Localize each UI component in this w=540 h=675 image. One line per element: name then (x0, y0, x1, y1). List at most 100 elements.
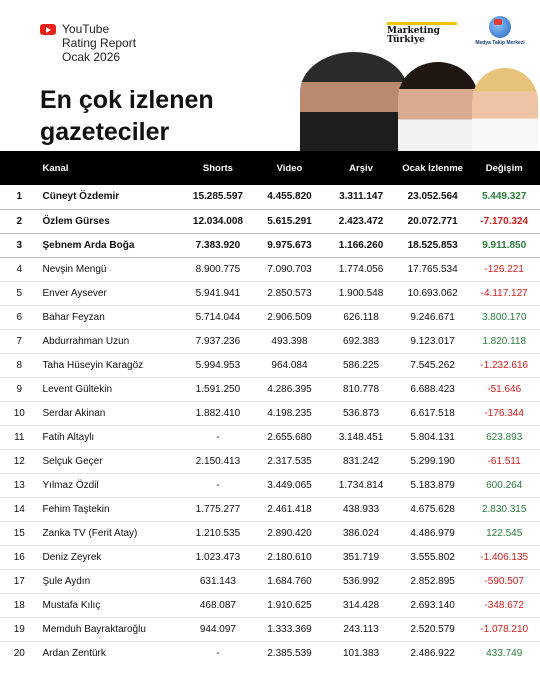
rank-cell: 17 (13, 575, 25, 587)
shorts-cell: 12.034.008 (192, 215, 243, 227)
ranking-table: Kanal Shorts Video Arşiv Ocak İzlenme De… (0, 151, 540, 665)
shorts-cell: - (216, 647, 220, 659)
report-heading: YouTube Rating Report Ocak 2026 (62, 22, 136, 64)
rank-cell: 2 (16, 215, 23, 227)
shorts-cell: 1.882.410 (195, 407, 241, 419)
shorts-cell: 1.023.473 (195, 551, 241, 563)
table-row: 7 Abdurrahman Uzun 7.937.236 493.398 692.383… (0, 329, 540, 353)
kanal-cell: Taha Hüseyin Karagöz (42, 359, 144, 371)
rank-cell: 1 (16, 191, 23, 203)
arsiv-cell: 3.311.147 (339, 191, 384, 203)
report-label: Rating Report (62, 36, 137, 50)
logo-accent-bar (387, 22, 457, 25)
degisim-cell: 9.911.850 (482, 239, 527, 251)
video-cell: 1.910.625 (267, 599, 312, 611)
table-row: 6 Bahar Feyzan 5.714.044 2.906.509 626.118 9.… (0, 305, 540, 329)
degisim-cell: -1.078.210 (480, 623, 529, 635)
kanal-cell: Serdar Akinan (42, 407, 106, 419)
shorts-cell: 1.210.535 (195, 527, 241, 539)
kanal-cell: Abdurrahman Uzun (42, 335, 130, 347)
rank-cell: 7 (16, 335, 23, 347)
arsiv-cell: 1.166.260 (338, 239, 384, 251)
mtm-wordmark: Medya Takip Merkezi (475, 40, 525, 46)
degisim-cell: 5.449.327 (481, 191, 527, 203)
degisim-cell: -590.507 (484, 575, 524, 587)
arsiv-cell: 692.383 (342, 335, 380, 347)
table-row: 19 Memduh Bayraktaroğlu 944.097 1.333.369 24… (0, 617, 540, 641)
rank-cell: 6 (16, 311, 23, 323)
rank-cell: 15 (13, 527, 25, 539)
table-row: 5 Enver Aysever 5.941.941 2.850.573 1.900.54… (0, 281, 540, 305)
rank-cell: 18 (13, 599, 25, 611)
ocak-izlenme-cell: 9.123.017 (410, 335, 455, 347)
kanal-cell: Fehim Taştekin (42, 503, 110, 515)
degisim-cell: 600.264 (486, 479, 523, 491)
ocak-izlenme-cell: 2.852.895 (410, 575, 455, 587)
arsiv-cell: 351.719 (342, 551, 380, 563)
kanal-cell: Yılmaz Özdil (42, 479, 99, 491)
arsiv-cell: 810.778 (342, 383, 380, 395)
arsiv-cell: 2.423.472 (338, 215, 384, 227)
arsiv-cell: 101.383 (342, 647, 380, 659)
column-header-arsiv: Arşiv (349, 162, 373, 174)
video-cell: 5.615.291 (267, 215, 312, 227)
video-cell: 493.398 (271, 335, 308, 347)
kanal-cell: Zanka TV (Ferit Atay) (42, 527, 138, 539)
shorts-cell: 1.591.250 (195, 383, 241, 395)
column-header-ocak-izlenme: Ocak İzlenme (402, 162, 463, 174)
marketing-turkiye-wordmark: Marketing Türkiye (387, 27, 457, 45)
degisim-cell: 2.830.315 (481, 503, 527, 515)
rank-cell: 20 (13, 647, 25, 659)
shorts-cell: 7.383.920 (195, 239, 241, 251)
page-title: En çok izlenen gazeteciler (40, 84, 214, 148)
arsiv-cell: 1.774.056 (338, 263, 384, 275)
table-row: 14 Fehim Taştekin 1.775.277 2.461.418 438.93… (0, 497, 540, 521)
rank-cell: 5 (16, 287, 23, 299)
shorts-cell: - (216, 431, 220, 443)
table-row: 10 Serdar Akinan 1.882.410 4.198.235 536.873… (0, 401, 540, 425)
table-row: 8 Taha Hüseyin Karagöz 5.994.953 964.084 586… (0, 353, 540, 377)
shorts-cell: 5.994.953 (195, 359, 241, 371)
ocak-izlenme-cell: 6.617.518 (410, 407, 455, 419)
table-header-row: Kanal Shorts Video Arşiv Ocak İzlenme De… (0, 151, 540, 185)
journalist-photo-3 (472, 68, 538, 152)
arsiv-cell: 831.242 (342, 455, 380, 467)
kanal-cell: Memduh Bayraktaroğlu (42, 623, 146, 635)
arsiv-cell: 626.118 (343, 311, 379, 323)
table-row: 3 Şebnem Arda Boğa 7.383.920 9.975.673 1.166… (0, 233, 540, 257)
table-row: 18 Mustafa Kılıç 468.087 1.910.625 314.428 2.… (0, 593, 540, 617)
ocak-izlenme-cell: 23.052.564 (407, 191, 458, 203)
logo-line-2: Türkiye (387, 35, 425, 45)
kanal-cell: Deniz Zeyrek (42, 551, 102, 563)
journalist-photo-2 (398, 62, 478, 152)
table-row: 15 Zanka TV (Ferit Atay) 1.210.535 2.890.42… (0, 521, 540, 545)
video-cell: 1.684.760 (267, 575, 312, 587)
column-header-video: Video (276, 162, 303, 174)
globe-icon (489, 16, 511, 38)
ocak-izlenme-cell: 2.486.922 (410, 647, 455, 659)
arsiv-cell: 1.900.548 (338, 287, 384, 299)
degisim-cell: 122.545 (486, 527, 523, 539)
table-row: 12 Selçuk Geçer 2.150.413 2.317.535 831.242 5… (0, 449, 540, 473)
rank-cell: 9 (16, 383, 23, 395)
video-cell: 2.385.539 (267, 647, 312, 659)
rank-cell: 10 (13, 407, 25, 419)
kanal-cell: Şule Aydın (42, 575, 91, 587)
ocak-izlenme-cell: 10.693.062 (407, 287, 458, 299)
degisim-cell: -1.406.135 (480, 551, 529, 563)
table-row: 20 Ardan Zentürk - 2.385.539 101.383 2.486.92… (0, 641, 540, 665)
video-cell: 2.655.680 (267, 431, 312, 443)
degisim-cell: -1.232.616 (480, 359, 529, 371)
degisim-cell: 3.800.170 (481, 311, 527, 323)
column-header-shorts: Shorts (202, 162, 233, 174)
degisim-cell: -7.170.324 (480, 215, 529, 227)
video-cell: 2.317.535 (267, 455, 312, 467)
table-body: 1 Cüneyt Özdemir 15.285.597 4.455.820 3.311.… (0, 185, 540, 665)
title-line-1: En çok izlenen (40, 86, 214, 114)
rank-cell: 16 (13, 551, 25, 563)
column-header-degisim: Değişim (485, 162, 523, 174)
rank-cell: 8 (16, 359, 23, 371)
kanal-cell: Bahar Feyzan (42, 311, 105, 323)
kanal-cell: Fatih Altaylı (42, 431, 95, 443)
rank-cell: 13 (13, 479, 25, 491)
